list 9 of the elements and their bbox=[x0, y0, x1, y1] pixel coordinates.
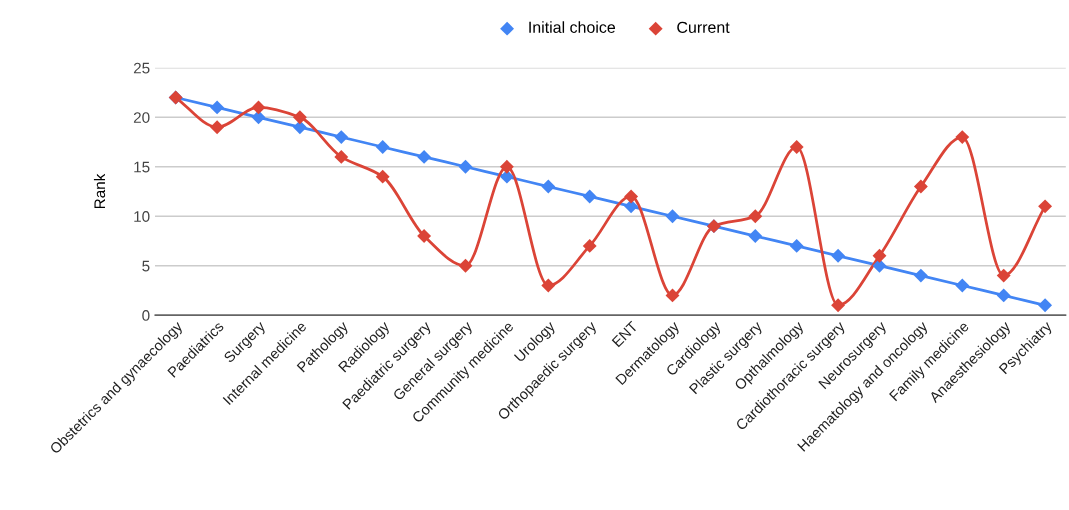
y-tick-label: 5 bbox=[142, 260, 150, 272]
y-tick-label: 25 bbox=[133, 62, 150, 74]
y-tick-label: 20 bbox=[133, 112, 150, 123]
legend-label: Initial choice bbox=[529, 21, 616, 33]
y-axis-title: Rank bbox=[93, 173, 106, 209]
y-tick-label: 0 bbox=[142, 310, 150, 321]
y-tick-label: 15 bbox=[134, 161, 150, 173]
y-tick-label: 10 bbox=[134, 211, 150, 222]
legend-label: Current bbox=[677, 21, 730, 33]
